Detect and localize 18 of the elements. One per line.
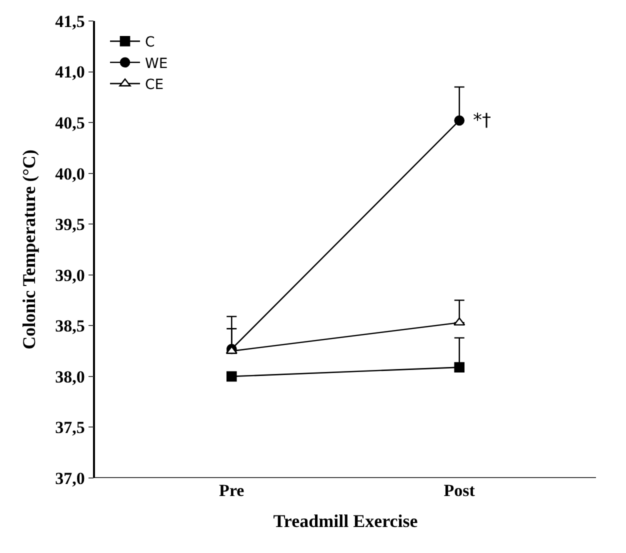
y-tick-label: 37,5 (55, 418, 85, 438)
y-tick-label: 39,5 (55, 215, 85, 234)
y-tick-label: 38,5 (55, 316, 85, 336)
y-tick-label: 40,5 (55, 114, 85, 133)
annotation: *† (473, 110, 491, 131)
y-axis-title: Colonic Temperature (°C) (18, 150, 39, 350)
legend-label: CE (145, 77, 164, 94)
legend-label: WE (145, 56, 168, 72)
y-tick-label: 39,0 (55, 266, 85, 285)
y-tick-label: 41,0 (55, 62, 85, 82)
x-tick-label: Post (444, 481, 476, 500)
x-tick-label: Pre (219, 481, 245, 500)
y-tick-label: 41,5 (55, 12, 85, 31)
y-tick-label: 38,0 (55, 367, 85, 386)
y-tick-label: 40,0 (55, 164, 85, 184)
x-axis-title: Treadmill Exercise (273, 511, 418, 532)
legend-label: C (145, 34, 156, 51)
y-tick-label: 37,0 (55, 468, 85, 488)
